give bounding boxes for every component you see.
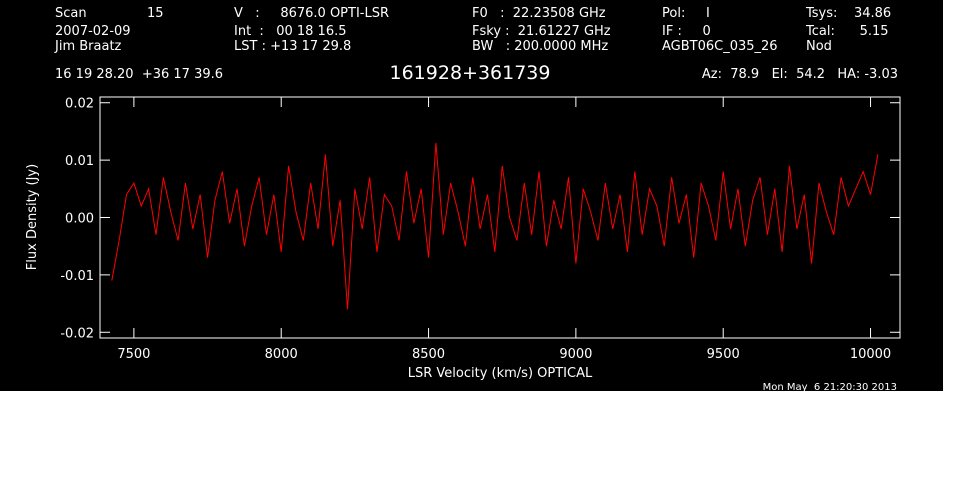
pointing: Az: 78.9 El: 54.2 HA: -3.03	[702, 67, 898, 82]
header-text: 15	[147, 6, 164, 21]
timestamp: Mon May 6 21:20:30 2013	[763, 382, 897, 393]
x-tick-label: 10000	[850, 347, 891, 362]
coords: 16 19 28.20 +36 17 39.6	[55, 67, 223, 82]
header-text: Tsys: 34.86	[805, 6, 891, 21]
y-tick-label: 0.00	[65, 212, 94, 227]
header-text: F0 : 22.23508 GHz	[472, 6, 606, 21]
y-axis-label: Flux Density (Jy)	[25, 164, 40, 270]
y-tick-label: 0.02	[65, 97, 94, 112]
x-tick-label: 9500	[707, 347, 740, 362]
y-tick-label: -0.02	[60, 326, 94, 341]
x-tick-label: 7500	[117, 347, 150, 362]
x-tick-label: 9000	[559, 347, 592, 362]
header-text: IF : 0	[662, 24, 711, 39]
x-tick-label: 8500	[412, 347, 445, 362]
header-text: V : 8676.0 OPTI-LSR	[234, 6, 389, 21]
source-name: 161928+361739	[390, 62, 551, 84]
header-text: Tcal: 5.15	[805, 24, 889, 39]
y-tick-label: -0.01	[60, 269, 94, 284]
header-text: 2007-02-09	[55, 24, 131, 39]
header-text: AGBT06C_035_26	[662, 39, 778, 54]
x-axis-label: LSR Velocity (km/s) OPTICAL	[408, 366, 593, 381]
y-tick-label: 0.01	[65, 154, 94, 169]
header-text: Pol: I	[662, 6, 710, 21]
plot-background	[0, 0, 943, 391]
x-tick-label: 8000	[265, 347, 298, 362]
header-text: Jim Braatz	[54, 39, 122, 54]
header-text: BW : 200.0000 MHz	[472, 39, 608, 54]
header-text: Fsky : 21.61227 GHz	[472, 24, 611, 39]
header-text: LST : +13 17 29.8	[234, 39, 351, 54]
header-text: Scan	[55, 6, 87, 21]
header-text: Nod	[806, 39, 832, 54]
header-text: Int : 00 18 16.5	[234, 24, 347, 39]
spectrum-line	[111, 142, 879, 310]
